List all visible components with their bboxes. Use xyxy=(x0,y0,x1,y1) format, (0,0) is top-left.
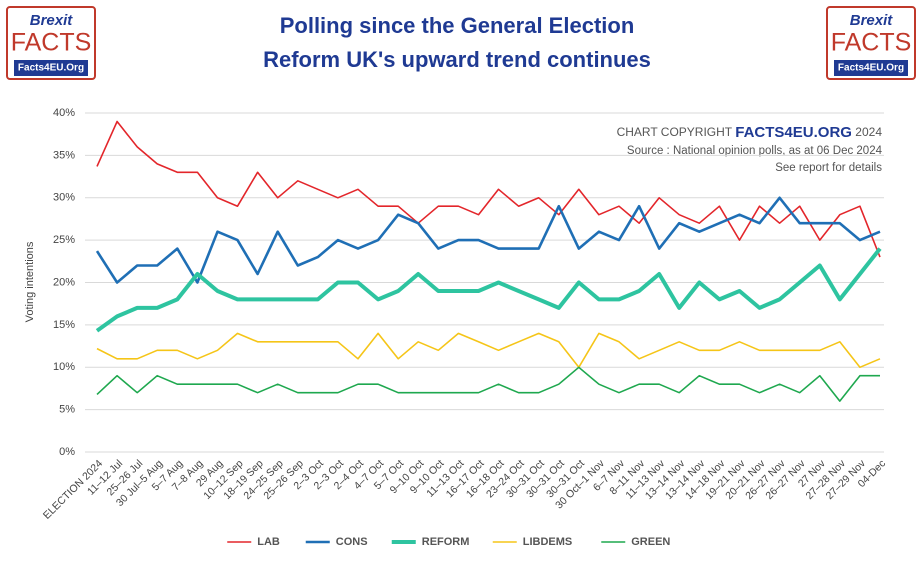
y-tick-label: 35% xyxy=(53,149,75,161)
logo-brand: Brexit xyxy=(30,12,74,29)
y-tick-label: 30% xyxy=(53,192,75,204)
series-line xyxy=(96,332,881,369)
y-axis-label: Voting intentions xyxy=(24,241,36,322)
copyright-prefix: CHART COPYRIGHT xyxy=(617,125,733,139)
logo-left: Brexit FACTS Facts4EU.Org xyxy=(6,6,96,80)
copyright: CHART COPYRIGHT FACTS4EU.ORG 2024 xyxy=(617,124,883,141)
logo-site: Facts4EU.Org xyxy=(838,63,904,74)
legend-label: GREEN xyxy=(631,536,670,548)
y-tick-label: 5% xyxy=(59,404,75,416)
logo-name: FACTS xyxy=(831,29,912,57)
source: Source : National opinion polls, as at 0… xyxy=(627,145,883,157)
legend-label: CONS xyxy=(336,536,368,548)
legend-label: LAB xyxy=(257,536,280,548)
y-tick-label: 10% xyxy=(53,361,75,373)
logo-name: FACTS xyxy=(11,29,92,57)
chart-subtitle: Reform UK's upward trend continues xyxy=(263,47,651,72)
series-line xyxy=(96,120,881,258)
series-line xyxy=(96,366,880,402)
y-tick-label: 15% xyxy=(53,319,75,331)
series-line xyxy=(95,247,882,333)
y-tick-label: 20% xyxy=(53,276,75,288)
y-tick-label: 25% xyxy=(53,234,75,246)
logo-right: Brexit FACTS Facts4EU.Org xyxy=(826,6,916,80)
note: See report for details xyxy=(775,162,882,174)
logo-brand: Brexit xyxy=(850,12,894,29)
copyright-brand: FACTS4EU.ORG xyxy=(735,124,852,141)
logo-bar xyxy=(834,60,908,76)
legend-label: LIBDEMS xyxy=(523,536,573,548)
series-line xyxy=(95,196,881,284)
logo-bar xyxy=(14,60,88,76)
legend-label: REFORM xyxy=(422,536,470,548)
y-tick-label: 0% xyxy=(59,446,75,458)
copyright-year: 2024 xyxy=(855,125,882,139)
logo-site: Facts4EU.Org xyxy=(18,63,84,74)
y-tick-label: 40% xyxy=(53,107,75,119)
chart-title: Polling since the General Election xyxy=(280,13,635,38)
